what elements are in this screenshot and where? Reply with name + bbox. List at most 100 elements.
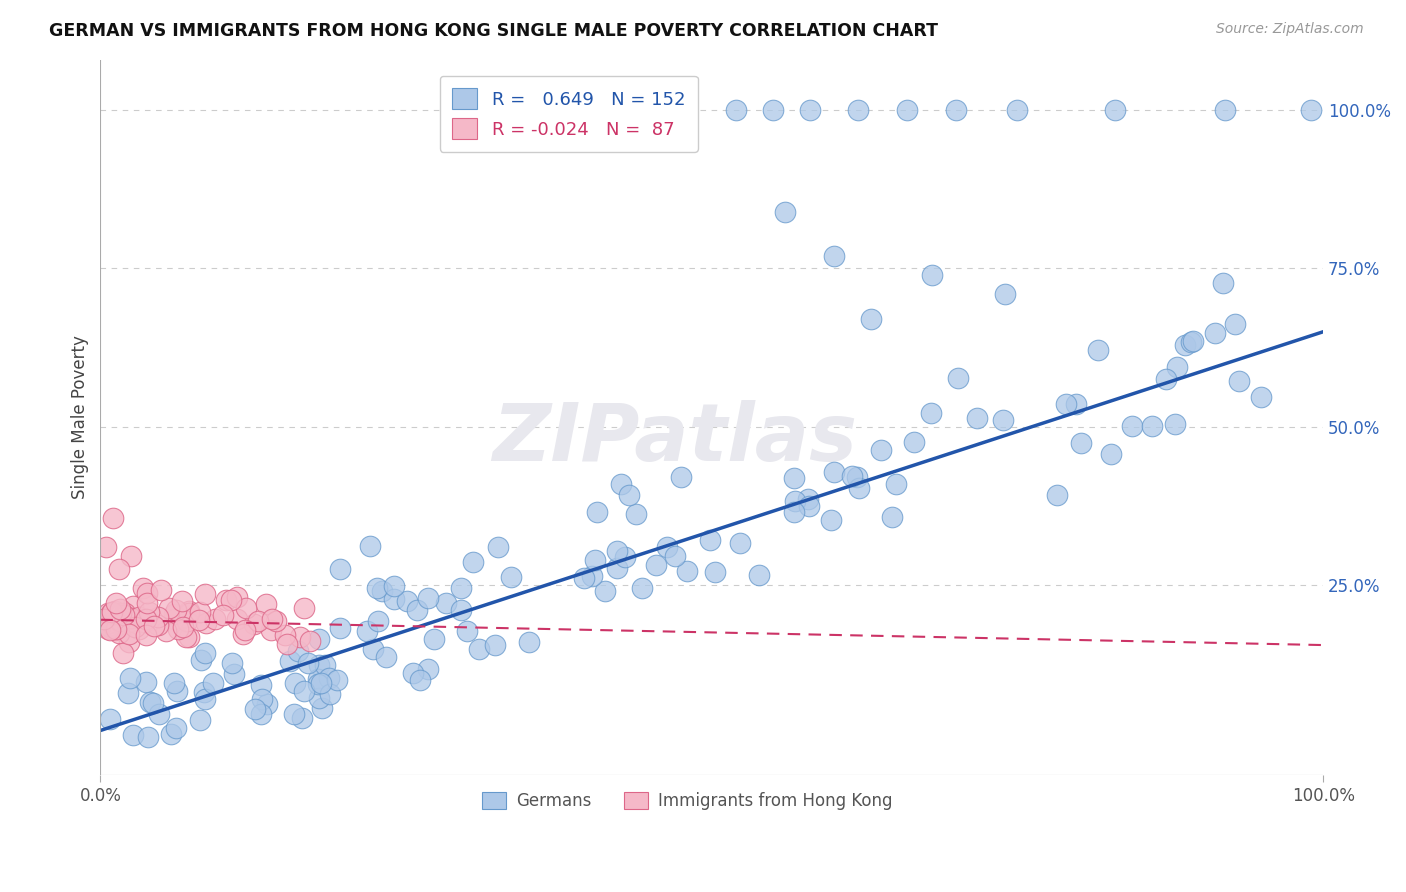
Point (167, 622, 190, 636)
Point (98, 615, 121, 630)
Point (581, 569, 603, 583)
Point (308, 632, 330, 647)
Point (214, 593, 236, 607)
Point (110, 606, 132, 620)
Point (250, 692, 273, 706)
Point (610, 476, 633, 491)
Point (1213, 103, 1236, 118)
Point (250, 706, 273, 721)
Point (1166, 360, 1188, 375)
Point (583, 552, 606, 566)
Point (848, 481, 870, 495)
Point (142, 696, 165, 710)
Point (366, 582, 388, 596)
Point (1174, 338, 1197, 352)
Point (307, 676, 329, 690)
Point (624, 508, 647, 522)
Point (135, 628, 157, 642)
Point (232, 627, 254, 641)
Point (155, 624, 177, 638)
Point (450, 581, 472, 595)
Point (135, 612, 157, 626)
Point (138, 695, 160, 709)
Point (246, 614, 269, 628)
Legend: Germans, Immigrants from Hong Kong: Germans, Immigrants from Hong Kong (475, 785, 898, 816)
Point (221, 657, 243, 671)
Point (204, 612, 226, 626)
Point (112, 608, 135, 623)
Point (177, 604, 200, 618)
Point (382, 592, 405, 607)
Point (117, 686, 139, 700)
Point (122, 728, 145, 742)
Point (264, 614, 287, 628)
Point (292, 601, 315, 615)
Point (423, 632, 446, 647)
Point (773, 204, 796, 219)
Point (1054, 396, 1077, 410)
Point (194, 587, 217, 601)
Point (748, 568, 770, 582)
Point (96, 540, 118, 554)
Point (101, 607, 124, 622)
Point (994, 286, 1017, 301)
Point (135, 586, 157, 600)
Point (1299, 103, 1322, 118)
Point (101, 618, 124, 632)
Point (100, 605, 122, 619)
Point (1066, 397, 1088, 411)
Point (645, 558, 668, 572)
Point (108, 626, 131, 640)
Point (586, 505, 609, 519)
Point (148, 618, 170, 632)
Point (307, 672, 329, 686)
Point (486, 540, 509, 554)
Point (848, 103, 870, 118)
Point (356, 624, 378, 638)
Point (572, 571, 595, 585)
Point (110, 601, 132, 615)
Point (823, 466, 845, 480)
Point (655, 541, 678, 555)
Point (797, 491, 820, 506)
Point (291, 711, 314, 725)
Point (409, 673, 432, 687)
Point (396, 594, 419, 608)
Point (1181, 334, 1204, 349)
Point (859, 312, 882, 326)
Point (1180, 335, 1202, 350)
Point (134, 615, 156, 629)
Point (287, 643, 309, 657)
Point (921, 268, 943, 282)
Point (484, 638, 506, 652)
Point (896, 103, 918, 118)
Point (1104, 103, 1126, 118)
Point (606, 561, 628, 575)
Point (179, 630, 201, 644)
Point (314, 657, 336, 672)
Point (98, 623, 121, 637)
Point (617, 488, 640, 502)
Point (233, 623, 256, 637)
Point (226, 590, 249, 604)
Point (704, 565, 727, 579)
Point (136, 597, 159, 611)
Point (193, 685, 215, 699)
Point (224, 666, 246, 681)
Point (157, 601, 180, 615)
Point (1045, 488, 1067, 502)
Point (166, 684, 188, 698)
Point (278, 654, 301, 668)
Point (219, 593, 242, 607)
Point (402, 665, 425, 680)
Point (194, 646, 217, 660)
Point (1140, 419, 1163, 434)
Point (461, 555, 484, 569)
Point (329, 621, 352, 635)
Point (107, 562, 129, 576)
Point (179, 606, 201, 620)
Point (104, 623, 127, 637)
Point (260, 612, 283, 626)
Point (903, 435, 925, 450)
Point (97, 619, 120, 633)
